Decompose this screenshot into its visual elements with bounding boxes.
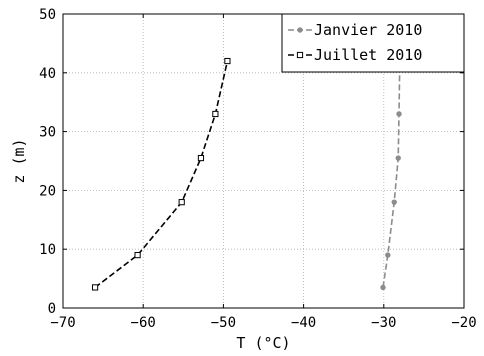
data-point (385, 252, 391, 258)
y-tick-label: 0 (48, 301, 56, 317)
x-tick-label: −60 (131, 315, 156, 331)
legend-marker (297, 27, 303, 33)
x-tick-label: −30 (371, 315, 396, 331)
y-tick-label: 30 (39, 125, 56, 141)
legend-label: Janvier 2010 (314, 21, 422, 39)
x-tick-label: −40 (291, 315, 316, 331)
data-point (380, 284, 386, 291)
series-line (94, 60, 229, 289)
series-layer (91, 57, 403, 291)
data-point (391, 199, 397, 205)
series-1 (91, 57, 231, 291)
legend-marker (296, 51, 304, 59)
plot-frame (62, 13, 465, 309)
y-tick-label: 50 (39, 7, 56, 23)
data-point (178, 199, 185, 206)
x-tick-label: −20 (451, 315, 476, 331)
data-point (395, 155, 401, 161)
data-point (224, 57, 231, 65)
x-axis-label: T (°C) (236, 334, 290, 352)
series-0 (380, 58, 403, 291)
data-point (134, 251, 141, 259)
legend: Janvier 2010 Juillet 2010 (281, 13, 465, 73)
legend-box (281, 13, 465, 73)
data-point (91, 284, 99, 291)
y-tick-label: 40 (39, 66, 56, 82)
x-tick-label: −70 (50, 315, 75, 331)
ticks: −70 −60 −50 −40 −30 −20 0 10 20 30 40 50 (39, 7, 477, 331)
data-point (396, 111, 402, 117)
x-tick-label: −50 (211, 315, 236, 331)
legend-label: Juillet 2010 (314, 46, 422, 64)
data-point (197, 154, 205, 162)
data-point (212, 110, 219, 118)
series-line (382, 60, 401, 288)
y-axis-label: z (m) (10, 138, 28, 183)
y-tick-label: 20 (39, 183, 56, 199)
y-tick-label: 10 (39, 242, 56, 258)
